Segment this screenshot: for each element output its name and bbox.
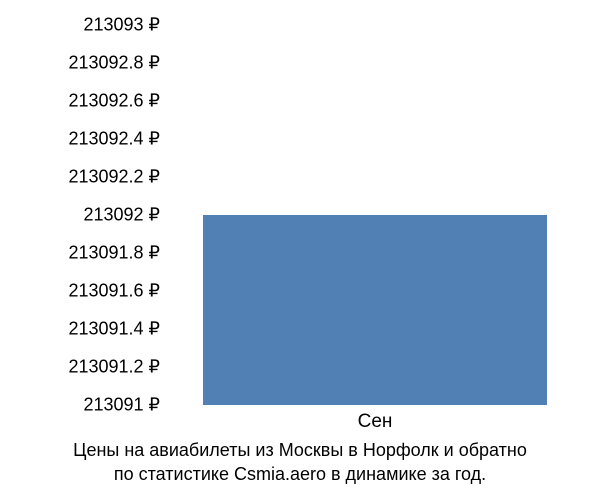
caption-line-1: Цены на авиабилеты из Москвы в Норфолк и… [73,440,527,460]
caption-line-2: по статистике Csmia.aero в динамике за г… [114,464,486,484]
plot-area: Сен [175,25,575,405]
y-tick-label: 213092.4 ₽ [68,129,160,150]
y-axis-labels: 213093 ₽213092.8 ₽213092.6 ₽213092.4 ₽21… [0,25,170,405]
y-tick-label: 213091 ₽ [83,395,160,416]
y-tick-label: 213091.8 ₽ [68,243,160,264]
y-tick-label: 213093 ₽ [83,15,160,36]
y-tick-label: 213092 ₽ [83,205,160,226]
x-tick-label: Сен [358,411,393,433]
y-tick-label: 213091.2 ₽ [68,357,160,378]
y-tick-label: 213091.4 ₽ [68,319,160,340]
chart-area: 213093 ₽213092.8 ₽213092.6 ₽213092.4 ₽21… [0,25,600,415]
y-tick-label: 213092.2 ₽ [68,167,160,188]
bar [203,215,547,405]
chart-caption: Цены на авиабилеты из Москвы в Норфолк и… [0,438,600,487]
y-tick-label: 213091.6 ₽ [68,281,160,302]
y-tick-label: 213092.8 ₽ [68,53,160,74]
y-tick-label: 213092.6 ₽ [68,91,160,112]
